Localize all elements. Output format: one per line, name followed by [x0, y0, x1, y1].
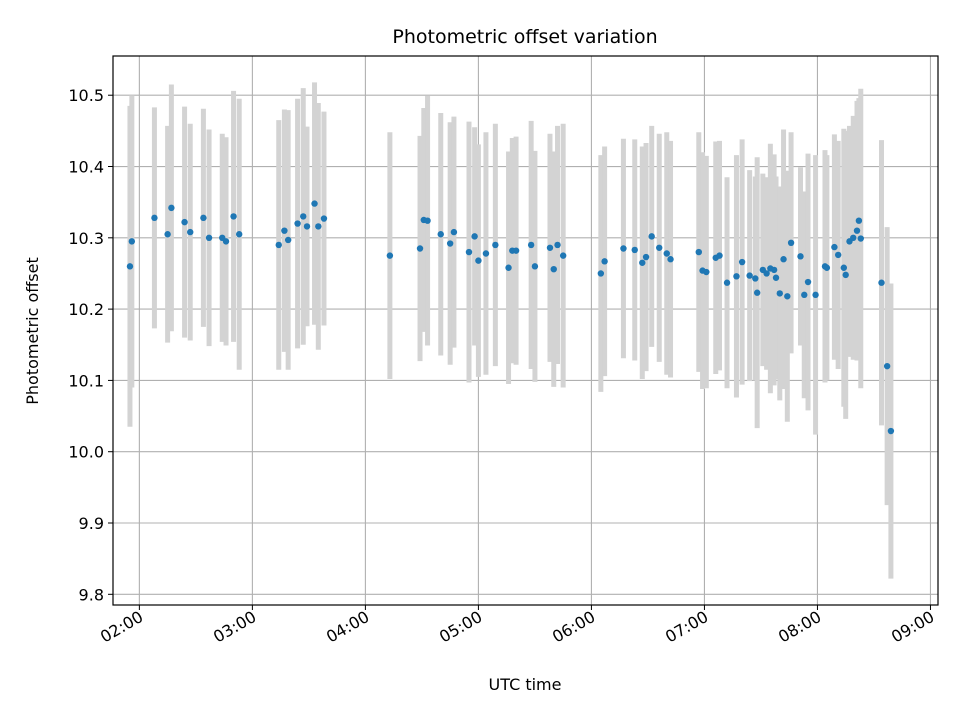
data-point — [446, 240, 454, 247]
data-point — [812, 291, 819, 299]
data-point — [505, 264, 512, 271]
data-point — [667, 256, 674, 263]
data-point — [281, 227, 288, 234]
data-point — [531, 263, 539, 270]
data-point — [284, 236, 292, 244]
data-point — [275, 241, 282, 249]
data-point — [181, 218, 188, 226]
data-point — [294, 220, 301, 227]
data-point — [716, 252, 723, 259]
data-point — [804, 278, 812, 286]
data-point — [753, 289, 761, 296]
data-point — [235, 231, 243, 238]
data-point — [168, 204, 175, 212]
data-point — [639, 259, 646, 266]
data-point — [475, 257, 482, 264]
data-point — [546, 244, 554, 251]
data-point — [205, 234, 213, 242]
data-point — [315, 223, 322, 230]
data-point — [797, 253, 804, 260]
data-point — [424, 217, 431, 224]
data-point — [834, 251, 842, 259]
y-axis-label: Photometric offset — [23, 257, 42, 405]
y-tick-label: 9.8 — [79, 585, 104, 604]
data-point — [128, 238, 136, 245]
y-axis-ticks: 9.8 9.9 10.0 10.1 10.2 10.3 10.4 10.5 — [68, 86, 113, 604]
data-point — [512, 247, 520, 254]
data-point — [230, 213, 237, 220]
data-point — [642, 253, 650, 261]
data-point — [850, 234, 857, 242]
chart-title: Photometric offset variation — [392, 26, 657, 48]
data-point — [746, 272, 753, 279]
data-point — [780, 256, 787, 263]
data-point — [151, 214, 158, 222]
data-point — [784, 293, 791, 300]
data-point — [187, 228, 194, 236]
data-point — [857, 235, 864, 242]
data-point — [300, 213, 307, 220]
data-point — [723, 279, 731, 286]
y-tick-label: 10.5 — [68, 86, 104, 105]
data-point — [648, 233, 655, 240]
data-point — [703, 268, 710, 276]
y-tick-label: 10.4 — [68, 158, 104, 177]
data-point — [465, 248, 473, 256]
y-tick-label: 10.1 — [68, 371, 104, 390]
data-point — [663, 250, 670, 257]
data-point — [303, 223, 311, 230]
y-tick-label: 9.9 — [79, 514, 104, 533]
data-point — [738, 258, 746, 266]
data-points — [126, 200, 895, 435]
data-point — [471, 233, 478, 240]
data-point — [656, 244, 663, 251]
data-point — [770, 266, 778, 274]
data-point — [695, 248, 702, 256]
data-point — [853, 227, 861, 234]
data-point — [772, 274, 780, 281]
data-point — [311, 200, 318, 207]
x-axis-label: UTC time — [489, 675, 562, 694]
data-point — [631, 246, 638, 254]
data-point — [842, 271, 849, 279]
data-point — [126, 263, 134, 270]
y-tick-label: 10.0 — [68, 443, 104, 462]
data-point — [887, 427, 895, 435]
data-point — [855, 217, 863, 224]
data-point — [527, 241, 535, 249]
data-point — [550, 265, 557, 273]
data-point — [763, 270, 770, 277]
data-point — [320, 215, 328, 222]
data-point — [554, 241, 561, 249]
data-point — [787, 239, 795, 247]
data-point — [437, 231, 444, 238]
data-point — [416, 245, 424, 252]
data-point — [831, 243, 838, 251]
y-tick-label: 10.3 — [68, 229, 104, 248]
data-point — [883, 362, 891, 370]
y-tick-label: 10.2 — [68, 300, 104, 319]
data-point — [450, 228, 458, 236]
data-point — [752, 275, 759, 282]
data-point — [597, 270, 605, 277]
data-point — [386, 252, 394, 259]
data-point — [601, 258, 608, 265]
data-point — [559, 252, 567, 259]
data-point — [733, 273, 740, 280]
data-point — [801, 291, 808, 299]
data-point — [776, 290, 783, 297]
data-point — [492, 241, 499, 249]
data-point — [164, 231, 171, 238]
data-point — [620, 245, 627, 252]
data-point — [840, 264, 848, 271]
data-point — [200, 214, 207, 222]
plot-frame — [112, 55, 939, 606]
grid — [113, 56, 938, 605]
data-point — [222, 238, 230, 245]
data-point — [482, 250, 490, 257]
data-point — [878, 279, 885, 286]
data-point — [823, 264, 831, 271]
